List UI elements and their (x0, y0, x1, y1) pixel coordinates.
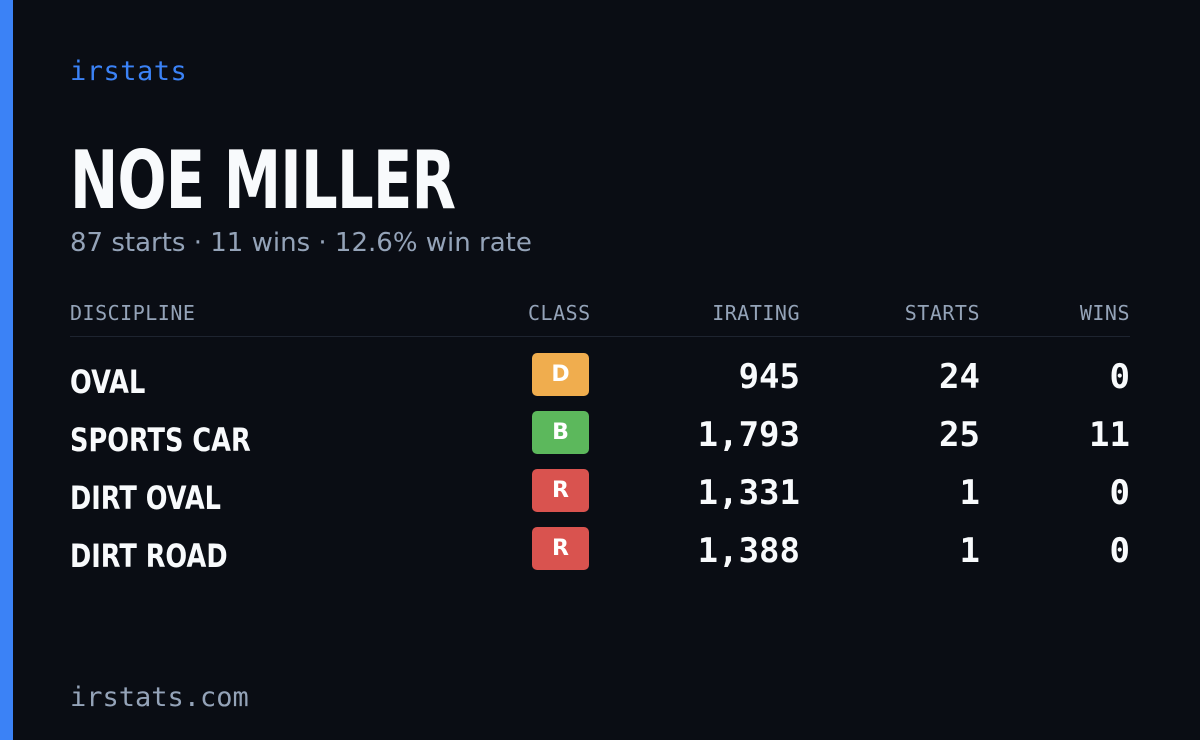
row-discipline: SPORTS CAR (70, 421, 251, 459)
row-discipline: OVAL (70, 363, 146, 401)
row-starts: 25 (939, 415, 980, 455)
header-discipline: DISCIPLINE (70, 301, 196, 325)
header-irating: IRATING (712, 301, 800, 325)
table-header: DISCIPLINE CLASS IRATING STARTS WINS (70, 298, 1130, 337)
row-wins: 0 (1109, 473, 1130, 513)
summary-wins: 11 wins (210, 228, 311, 258)
summary-win-rate: 12.6% win rate (334, 228, 532, 258)
row-discipline: DIRT OVAL (70, 479, 221, 517)
row-wins: 0 (1109, 531, 1130, 571)
summary-separator: · (193, 228, 202, 258)
table-row: SPORTS CAR B 1,793 25 11 (70, 411, 1130, 469)
row-starts: 1 (959, 531, 980, 571)
header-class: CLASS (528, 301, 591, 325)
row-irating: 945 (738, 357, 800, 397)
row-discipline: DIRT ROAD (70, 537, 228, 575)
row-starts: 1 (959, 473, 980, 513)
class-badge: R (532, 527, 589, 570)
brand-logo: irstats (70, 56, 188, 87)
discipline-table: DISCIPLINE CLASS IRATING STARTS WINS OVA… (70, 298, 1130, 585)
table-row: DIRT OVAL R 1,331 1 0 (70, 469, 1130, 527)
row-irating: 1,388 (697, 531, 800, 571)
class-badge: R (532, 469, 589, 512)
table-body: OVAL D 945 24 0 SPORTS CAR B 1,793 25 11… (70, 337, 1130, 585)
row-wins: 11 (1089, 415, 1130, 455)
footer-url: irstats.com (70, 682, 249, 713)
class-badge: B (532, 411, 589, 454)
table-row: DIRT ROAD R 1,388 1 0 (70, 527, 1130, 585)
class-badge: D (532, 353, 589, 396)
row-irating: 1,793 (697, 415, 800, 455)
row-starts: 24 (939, 357, 980, 397)
row-irating: 1,331 (697, 473, 800, 513)
header-starts: STARTS (904, 301, 980, 325)
table-row: OVAL D 945 24 0 (70, 353, 1130, 411)
row-wins: 0 (1109, 357, 1130, 397)
summary-starts: 87 starts (70, 228, 186, 258)
header-wins: WINS (1079, 301, 1130, 325)
summary-separator: · (318, 228, 327, 258)
accent-bar (0, 0, 13, 740)
driver-name: NOE MILLER (70, 134, 456, 227)
driver-summary: 87 starts · 11 wins · 12.6% win rate (70, 228, 532, 258)
